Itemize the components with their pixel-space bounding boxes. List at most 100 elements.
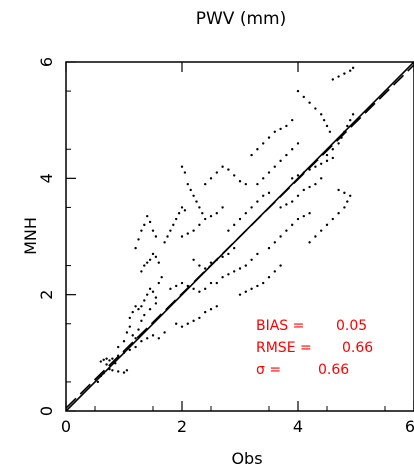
data-point [134, 246, 137, 250]
x-tick-label: 6 [405, 417, 414, 436]
data-point [105, 363, 108, 366]
data-point [320, 113, 323, 116]
data-point [256, 200, 259, 203]
data-point [291, 118, 294, 122]
reference-lines [65, 61, 414, 412]
data-point [151, 252, 155, 256]
data-point [157, 337, 160, 340]
y-tick-label: 2 [37, 290, 56, 300]
data-point [102, 358, 105, 362]
data-point [209, 261, 213, 264]
bias-label: BIAS = [256, 318, 304, 334]
data-point [175, 322, 178, 325]
data-point [154, 302, 158, 305]
x-tick-label: 4 [293, 417, 303, 436]
data-point [296, 217, 300, 221]
data-point [279, 235, 282, 238]
data-point [325, 159, 329, 163]
data-point [308, 241, 311, 244]
data-point [262, 142, 265, 145]
sigma-label: σ = [256, 362, 281, 378]
data-point [192, 319, 195, 323]
data-point [238, 180, 242, 183]
data-point [146, 214, 149, 218]
axis-ticks [65, 61, 414, 412]
data-point [262, 194, 265, 197]
data-point [291, 200, 294, 203]
data-point [215, 171, 218, 174]
data-point [221, 206, 224, 209]
data-point [291, 177, 294, 180]
data-point [180, 165, 184, 168]
data-point [244, 182, 247, 186]
y-tick-label: 4 [37, 173, 56, 183]
y-tick-label: 6 [37, 57, 56, 67]
data-point [134, 305, 137, 308]
data-point [227, 168, 230, 171]
data-point [172, 223, 175, 227]
data-point [204, 287, 207, 291]
data-point [262, 281, 265, 285]
data-point [186, 182, 189, 186]
data-point [227, 273, 230, 276]
data-point [209, 308, 213, 311]
data-point [204, 217, 207, 221]
data-point [148, 258, 152, 261]
data-point [343, 206, 346, 209]
data-point [343, 191, 346, 195]
data-point [256, 284, 259, 288]
data-point [256, 182, 259, 186]
data-point [267, 276, 271, 279]
data-point [143, 264, 146, 267]
data-point [137, 308, 140, 311]
data-point [325, 153, 329, 157]
rmse-value: 0.66 [342, 340, 373, 356]
data-point [279, 127, 282, 131]
data-point [122, 371, 126, 374]
data-point [186, 232, 189, 235]
data-point [166, 235, 169, 238]
data-point [227, 229, 230, 232]
data-point [302, 95, 305, 99]
data-point [192, 229, 195, 232]
data-point [238, 293, 242, 296]
data-point [279, 159, 282, 163]
data-point [140, 340, 143, 343]
plot-frame [65, 61, 414, 412]
data-point [262, 177, 265, 180]
data-point [131, 310, 134, 314]
data-point [198, 316, 201, 320]
data-point [337, 188, 340, 192]
data-point [134, 345, 137, 349]
data-point [151, 334, 155, 337]
data-point [128, 348, 131, 352]
data-point [198, 290, 201, 293]
data-point [183, 171, 187, 174]
data-point [198, 264, 201, 267]
data-point [346, 124, 349, 128]
data-point [209, 281, 213, 285]
y-axis-label: MNH [21, 217, 40, 255]
data-point [238, 267, 242, 270]
data-point [331, 148, 334, 151]
data-point [122, 340, 126, 343]
data-point [154, 255, 158, 259]
data-point [180, 325, 184, 328]
data-point [180, 281, 184, 285]
data-point [143, 223, 146, 227]
data-point [137, 238, 140, 241]
data-point [221, 276, 224, 279]
data-point [273, 130, 276, 133]
data-point [238, 217, 242, 221]
data-point [143, 299, 146, 302]
data-point [169, 229, 172, 232]
bias-value: 0.05 [336, 318, 367, 334]
data-point [198, 206, 201, 209]
data-point [215, 212, 218, 215]
data-point [250, 206, 253, 209]
data-point [256, 148, 259, 151]
data-point [146, 293, 149, 296]
data-point [151, 229, 155, 232]
data-point [192, 258, 195, 261]
